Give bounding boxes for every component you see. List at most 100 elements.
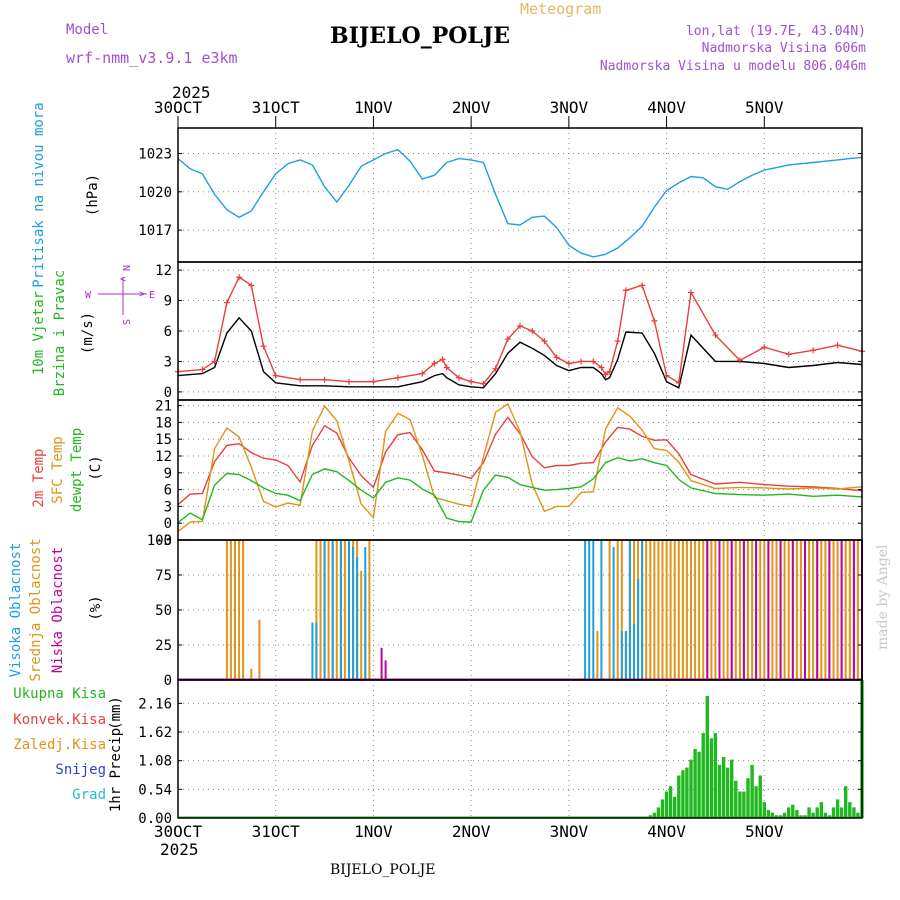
gust-marker	[712, 332, 719, 339]
tick-label-layer: 101710201023036912-303691215182102550751…	[138, 98, 862, 841]
gust-marker	[455, 374, 462, 381]
xtick-label-bottom: 3NOV	[550, 822, 589, 841]
cloud-bar	[832, 540, 835, 680]
gust-marker	[590, 358, 597, 365]
cloud-bar	[694, 540, 697, 680]
wind-label-2: Brzina i Pravac	[52, 270, 68, 396]
data-layer	[175, 148, 865, 818]
cloud-bar	[710, 540, 713, 680]
ytick-label: 18	[155, 415, 172, 431]
gust-marker	[199, 366, 206, 373]
cloud-bar	[804, 540, 806, 680]
precip-bar	[656, 807, 661, 818]
gust-marker	[439, 356, 446, 363]
precip-bar	[709, 738, 714, 818]
cloud-bar	[352, 547, 355, 680]
cloud-bar	[763, 540, 766, 680]
precip-label: 1hr Precip	[108, 728, 124, 812]
precip-legend-convective: Konvek.Kisa	[13, 712, 106, 728]
ytick-label: 2.16	[138, 696, 172, 712]
series-line-mslp	[177, 148, 863, 258]
gust-marker	[431, 360, 438, 367]
model-label: Model	[66, 22, 108, 38]
cloud-bar	[596, 631, 599, 680]
cloud-bar	[250, 668, 253, 680]
cloud-bar	[685, 540, 688, 680]
cloud-bar	[238, 540, 241, 680]
gust-marker	[663, 372, 670, 379]
ytick-label: 1023	[138, 147, 172, 163]
cloud-bar	[718, 540, 721, 680]
precip-bar	[693, 749, 697, 818]
precip-bar	[734, 780, 738, 818]
cloud-bar	[791, 540, 794, 680]
cloud-unit: (%)	[88, 595, 104, 620]
cloud-bar	[812, 540, 815, 680]
cloud-bar	[751, 540, 754, 680]
cloud-bar	[665, 540, 668, 680]
cloud-bar	[641, 540, 644, 680]
precip-bar	[668, 786, 673, 818]
year-bottom: 2025	[160, 840, 199, 859]
gust-marker	[211, 358, 218, 365]
precip-bar	[713, 733, 718, 818]
ytick-label: 21	[155, 399, 172, 415]
ytick-label: 0	[164, 385, 172, 401]
gust-marker	[639, 282, 646, 289]
xtick-label-bottom: 2NOV	[452, 822, 491, 841]
ytick-label: 0	[164, 516, 172, 532]
cloud-bar	[600, 540, 603, 680]
precip-bar	[839, 807, 844, 818]
cloud-label-mid: Srednja Oblacnost	[28, 538, 44, 681]
cloud-bar	[612, 547, 615, 680]
gust-marker	[346, 378, 352, 385]
cloud-bar	[706, 540, 709, 680]
cloud-bar	[848, 540, 851, 680]
precip-bar	[791, 804, 795, 818]
series-line-gust	[177, 276, 863, 385]
cloud-bar	[657, 540, 660, 680]
cloud-bar	[348, 540, 350, 680]
cloud-bar	[767, 540, 770, 680]
gust-marker	[602, 371, 609, 378]
model-elevation-text: Nadmorska Visina u modelu 806.046m	[600, 59, 866, 74]
precip-bar	[819, 802, 823, 818]
precip-bar	[856, 812, 860, 818]
cloud-bar	[808, 540, 811, 680]
cloud-bar	[844, 540, 847, 680]
xtick-label-bottom: 5NOV	[745, 822, 784, 841]
cloud-bar	[730, 540, 733, 680]
precip-bar	[758, 775, 762, 818]
cloud-bar	[714, 540, 717, 680]
precip-legend-freezing: Zaledj.Kisa	[13, 737, 106, 753]
gust-marker	[541, 338, 548, 345]
temp-label-2m: 2m Temp	[31, 448, 47, 507]
ytick-label: 12	[155, 263, 172, 279]
precip-bar	[787, 807, 791, 818]
cloud-bar	[364, 547, 367, 680]
gust-marker	[529, 328, 536, 334]
xtick-label-top: 31OCT	[252, 98, 301, 117]
elevation-text: Nadmorska Visina 606m	[702, 41, 867, 56]
cloud-bar	[229, 540, 232, 680]
ytick-label: -3	[155, 533, 172, 549]
precip-bar	[807, 807, 811, 818]
cloud-bar	[616, 540, 619, 680]
cloud-bar	[787, 540, 790, 680]
cloud-bar	[331, 540, 334, 680]
ytick-label: 15	[155, 432, 172, 448]
chart-title: BIJELO_POLJE	[330, 23, 510, 49]
gust-marker	[688, 289, 694, 296]
cloud-bar	[624, 631, 627, 680]
cloud-label-high: Visoka Oblacnost	[8, 543, 24, 678]
gust-marker	[761, 344, 768, 351]
gust-marker	[260, 343, 267, 350]
xtick-label-top: 30OCT	[154, 98, 203, 117]
cloud-bar	[690, 540, 692, 680]
precip-bar	[685, 767, 689, 818]
precip-bar	[721, 757, 726, 818]
xtick-label-bottom: 4NOV	[647, 822, 686, 841]
cloud-bar	[339, 540, 342, 680]
cloud-bar	[588, 540, 591, 680]
